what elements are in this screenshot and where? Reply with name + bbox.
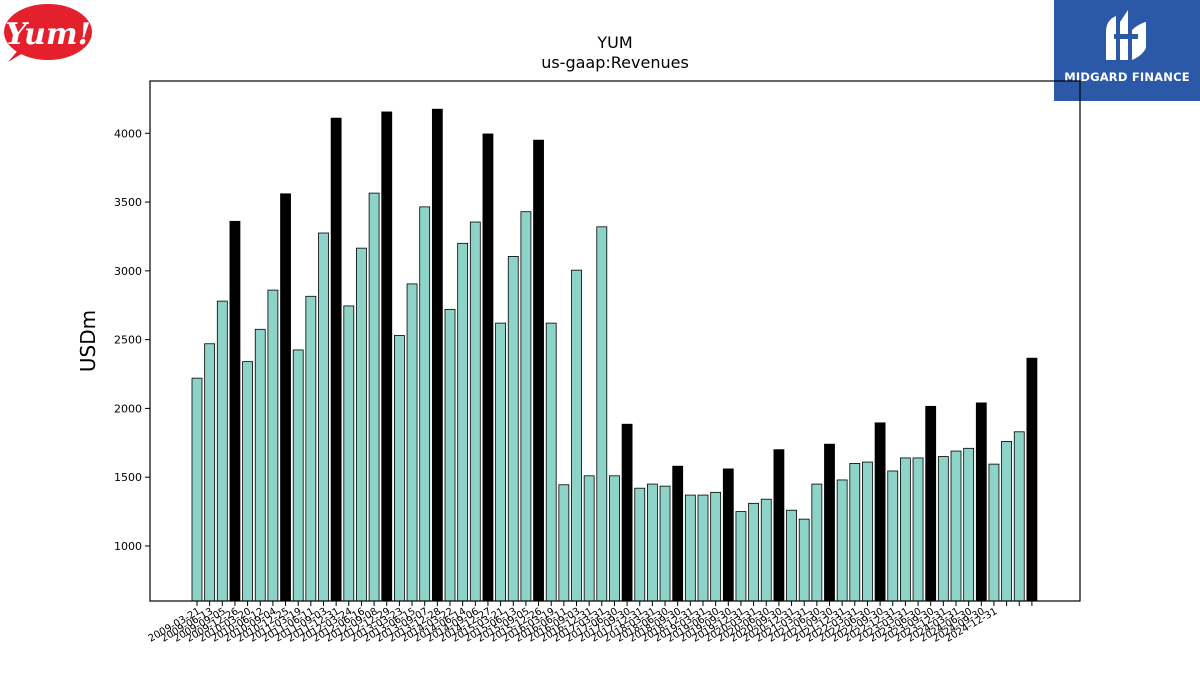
bar-quarter [634,487,646,602]
bar-annual [1026,357,1038,602]
y-tick-label: 3000 [114,265,142,278]
y-tick-label: 1000 [114,540,142,553]
bar-quarter [267,289,279,602]
chart-title: YUM [596,33,632,52]
bar-quarter [684,494,696,602]
midgard-emblem-icon [1106,10,1146,60]
bar-annual [482,133,494,602]
bar-quarter [305,295,317,602]
bar-quarter [583,475,595,602]
midgard-logo-text: MIDGARD FINANCE [1064,70,1190,84]
bar-quarter [507,255,519,602]
y-tick-label: 1500 [114,471,142,484]
bar-annual [824,443,835,602]
bar-quarter [242,361,254,602]
bar-quarter [356,247,367,602]
bar-annual [874,422,886,602]
chart-subtitle: us-gaap:Revenues [541,53,689,72]
bar-quarter [963,447,975,602]
bar-quarter [836,479,848,602]
bar-quarter [254,328,266,602]
bar-quarter [444,308,456,602]
bar-quarter [406,283,418,602]
bar-annual [533,139,544,602]
bar-quarter [558,484,570,602]
bar-quarter [862,461,873,602]
bar-annual [330,117,342,602]
bar-quarter [760,498,772,602]
bar-quarter [596,226,608,602]
bar-annual [975,402,987,602]
bar-quarter [545,322,557,602]
bar-quarter [1001,441,1012,602]
bar-quarter [786,509,797,602]
bar-quarter [1013,431,1025,602]
bar-quarter [735,511,747,602]
bar-quarter [419,206,431,602]
bar-quarter [798,518,810,602]
bar-quarter [318,232,329,602]
bar-quarter [887,470,899,602]
bar-annual [381,111,393,602]
bar-quarter [343,305,355,602]
x-axis: 2009-03-212009-06-132009-09-052009-12-26… [147,601,1033,645]
bar-annual [229,220,241,602]
bar-quarter [292,349,304,602]
bar-annual [431,108,443,602]
bar-annual [280,193,291,602]
bar-quarter [571,269,582,602]
bar-quarter [697,494,709,602]
y-tick-label: 3500 [114,196,142,209]
midgard-finance-logo: MIDGARD FINANCE [1054,0,1200,101]
bar-quarter [469,221,481,602]
bar-annual [621,423,633,602]
y-axis: 1000 1500 2000 2500 3000 3500 4000 [114,127,150,553]
bar-quarter [204,343,216,602]
bar-quarter [937,456,949,602]
bar-quarter [811,483,823,602]
bar-annual [722,468,734,602]
bar-quarter [457,242,469,602]
bar-quarter [647,483,658,602]
bar-quarter [849,463,861,602]
bar-quarter [216,300,228,602]
bar-quarter [950,450,962,602]
y-tick-label: 2500 [114,334,142,347]
y-tick-label: 2000 [114,402,142,415]
bar-quarter [191,377,203,602]
yum-logo-text: Yum! [5,17,91,52]
y-tick-label: 4000 [114,127,142,140]
bar-annual [672,465,684,602]
bar-annual [773,449,785,602]
y-axis-label: USDm [76,310,100,372]
bar-quarter [495,322,507,602]
bars-group [191,108,1038,602]
bar-quarter [520,211,532,602]
bar-quarter [609,475,620,602]
bar-quarter [393,335,405,602]
bar-annual [925,405,937,602]
bar-quarter [900,457,911,602]
plot-frame [149,80,1081,602]
bar-quarter [912,457,924,602]
bar-quarter [659,485,671,602]
bar-quarter [748,502,759,602]
bar-quarter [368,192,380,602]
yum-logo: Yum! [0,0,100,80]
bar-quarter [710,491,722,602]
bar-quarter [988,463,1000,602]
